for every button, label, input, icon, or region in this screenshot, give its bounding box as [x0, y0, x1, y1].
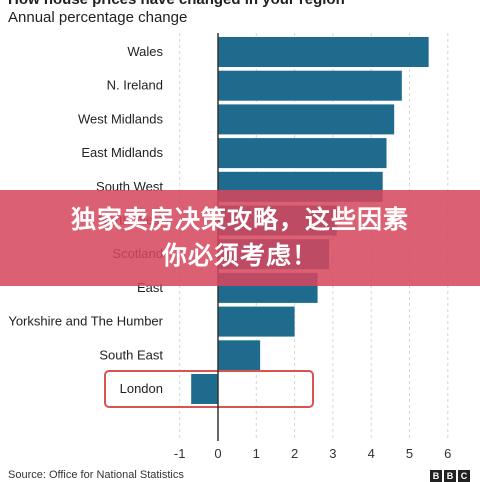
category-label: N. Ireland — [107, 78, 163, 93]
x-tick-label: 2 — [291, 446, 298, 461]
x-tick-label: 6 — [444, 446, 451, 461]
promo-line-1: 独家卖房决策攻略，这些因素 — [70, 205, 409, 234]
bar — [218, 70, 402, 101]
highlight-box — [104, 370, 314, 408]
promo-line-2: 你必须考虑！ — [161, 241, 318, 270]
bar — [218, 138, 387, 169]
chart-title: How house prices have changed in your re… — [8, 0, 345, 8]
bbc-logo: B B C — [430, 470, 470, 482]
bar — [218, 104, 395, 135]
bar — [191, 374, 218, 404]
x-tick-label: 0 — [214, 446, 221, 461]
bbc-logo-letter: B — [430, 470, 442, 482]
x-tick-label: 5 — [406, 446, 413, 461]
category-label: West Midlands — [78, 111, 164, 126]
x-tick-label: 4 — [368, 446, 375, 461]
x-tick-label: 3 — [329, 446, 336, 461]
bbc-logo-letter: B — [444, 470, 456, 482]
category-label: South East — [99, 347, 163, 362]
x-tick-label: -1 — [174, 446, 186, 461]
bbc-logo-letter: C — [458, 470, 470, 482]
source-note: Source: Office for National Statistics — [8, 469, 184, 481]
category-label: East Midlands — [81, 145, 163, 160]
category-label: London — [120, 381, 163, 396]
category-label: Wales — [127, 44, 163, 59]
chart-subtitle: Annual percentage change — [8, 9, 188, 26]
promo-banner: 独家卖房决策攻略，这些因素 你必须考虑！ — [0, 190, 480, 286]
bar — [218, 340, 261, 371]
category-label: Yorkshire and The Humber — [8, 314, 163, 329]
bar — [218, 37, 429, 67]
bar — [218, 306, 295, 337]
x-tick-label: 1 — [253, 446, 260, 461]
